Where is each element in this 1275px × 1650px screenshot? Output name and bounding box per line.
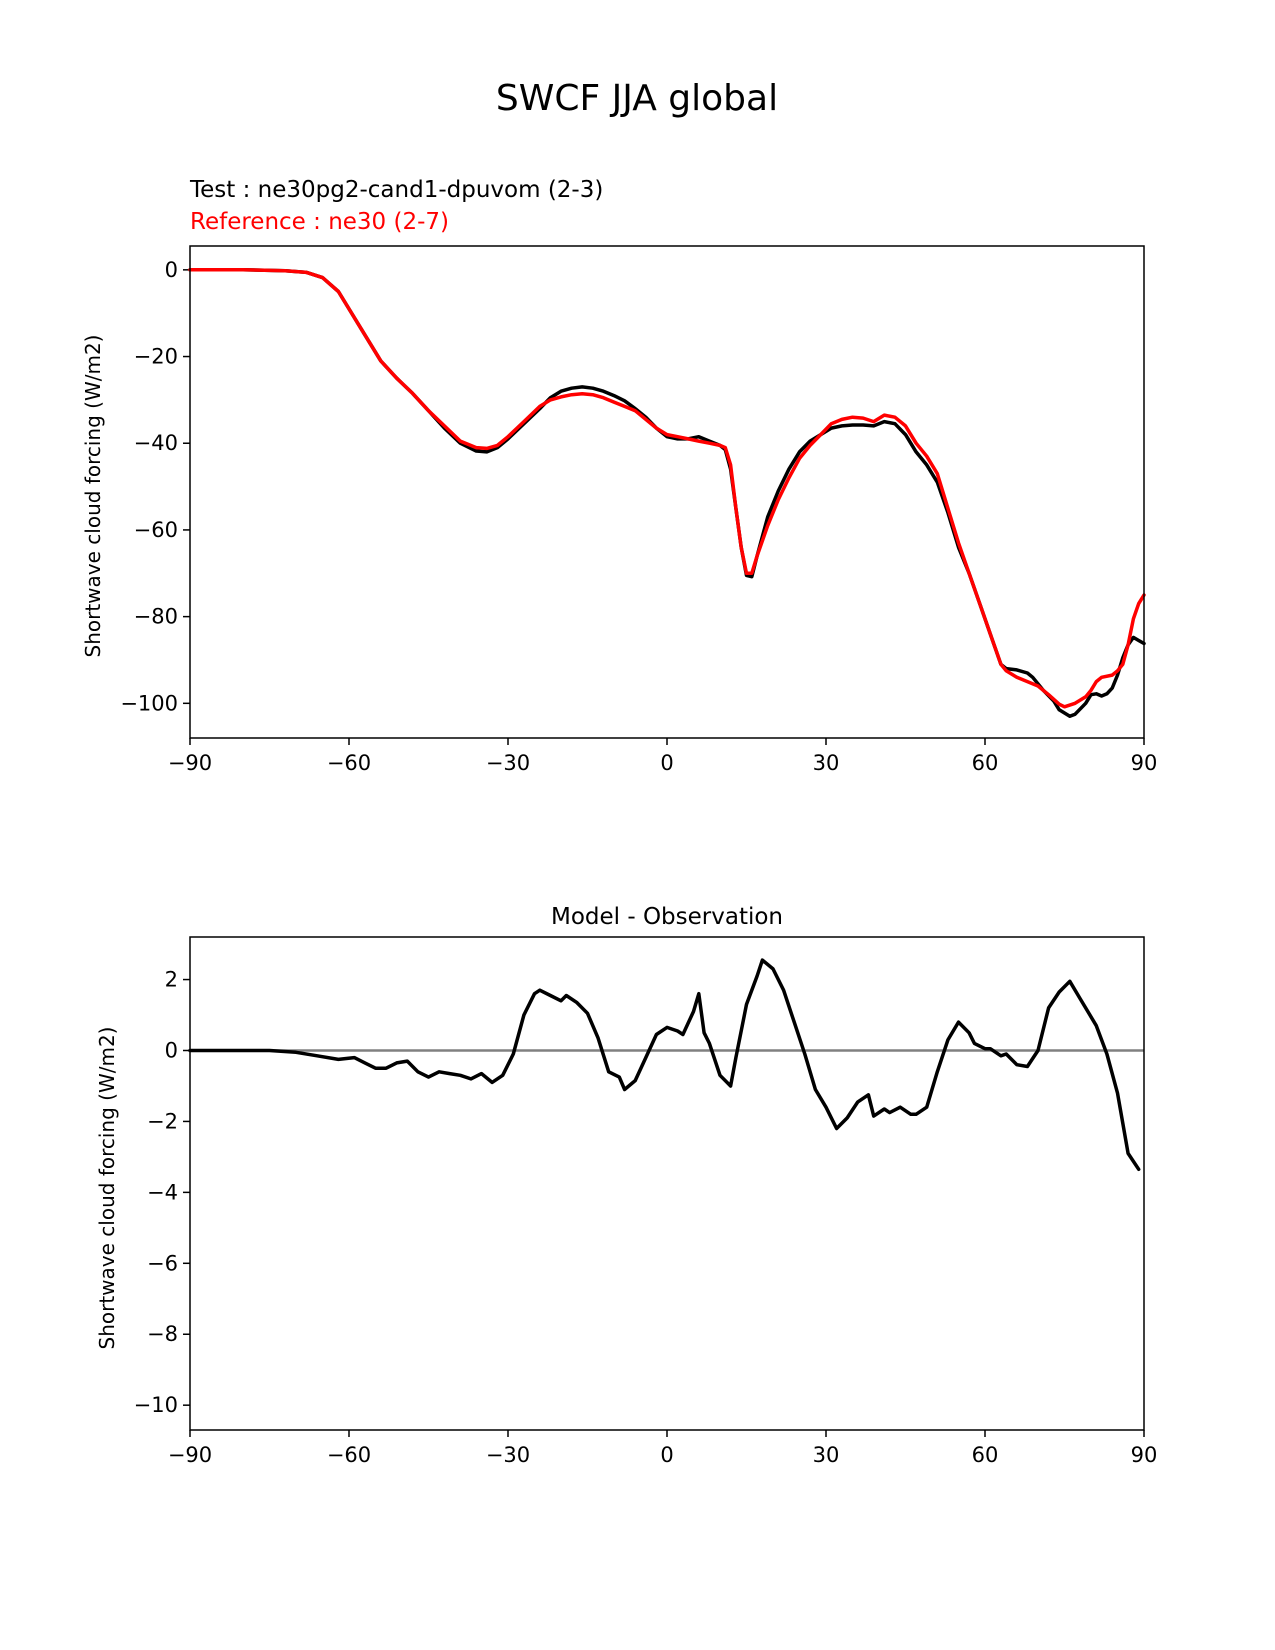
top-y-tick-label: −20 [134,345,178,369]
top-plot-frame [189,245,1145,739]
top-x-tick-label: 0 [660,751,673,775]
bottom-y-tick-label: −6 [147,1251,178,1275]
bottom-x-tick-label: 0 [660,1443,673,1467]
bottom-y-tick-label: −4 [147,1180,178,1204]
bottom-plot-frame [189,936,1145,1431]
bottom-y-tick-label: 0 [165,1038,178,1062]
difference-series-line [188,958,1141,1172]
bottom-x-tick-label: −90 [168,1443,212,1467]
top-y-tick-label: 0 [165,258,178,282]
top-series-lines [188,268,1146,719]
reference-series-line [188,268,1146,709]
top-x-tick-label: 90 [1131,751,1158,775]
top-y-tick-label: −40 [134,431,178,455]
top-x-tick-label: 30 [813,751,840,775]
top-plot: Test : ne30pg2-cand1-dpuvom (2-3) Refere… [81,177,1157,775]
bottom-y-tick-label: −8 [147,1322,178,1346]
top-y-axis-label: Shortwave cloud forcing (W/m2) [81,335,105,658]
bottom-y-axis-label: Shortwave cloud forcing (W/m2) [95,1027,119,1350]
bottom-plot: Model - Observation Shortwave cloud forc… [95,904,1157,1467]
top-x-tick-label: −90 [168,751,212,775]
bottom-x-tick-label: 60 [972,1443,999,1467]
bottom-plot-title: Model - Observation [551,904,783,930]
bottom-y-tick-label: −2 [147,1109,178,1133]
bottom-x-tick-label: −30 [486,1443,530,1467]
bottom-x-tick-label: 30 [813,1443,840,1467]
bottom-y-tick-label: 2 [165,968,178,992]
figure-title: SWCF JJA global [496,78,778,119]
top-axis-ticks: −90 −60 −30 0 30 60 90 0 −20 −40 −60 −80 −100 [120,258,1157,775]
top-y-tick-label: −80 [134,605,178,629]
bottom-x-tick-label: 90 [1131,1443,1158,1467]
bottom-y-tick-label: −10 [134,1393,178,1417]
legend-reference-label: Reference : ne30 (2-7) [190,209,449,235]
bottom-x-tick-label: −60 [327,1443,371,1467]
test-series-line [188,268,1146,719]
top-y-tick-label: −60 [134,518,178,542]
top-x-tick-label: 60 [972,751,999,775]
top-y-tick-label: −100 [120,691,178,715]
top-x-tick-label: −60 [327,751,371,775]
top-x-tick-label: −30 [486,751,530,775]
bottom-axis-ticks: −90 −60 −30 0 30 60 90 2 0 −2 −4 −6 −8 −10 [134,968,1158,1467]
legend-test-label: Test : ne30pg2-cand1-dpuvom (2-3) [189,177,603,203]
